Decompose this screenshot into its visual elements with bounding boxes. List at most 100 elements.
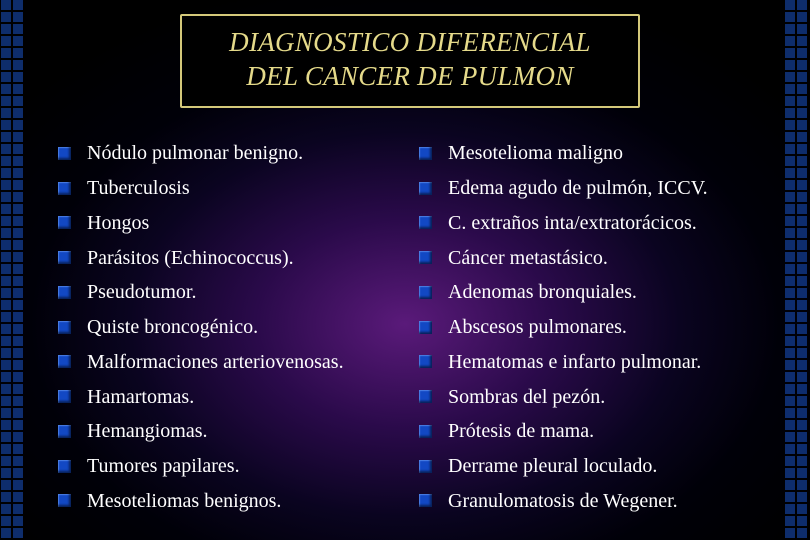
square-bullet-icon [419, 355, 432, 368]
edge-square [1, 24, 11, 34]
edge-square [13, 84, 23, 94]
edge-row [785, 252, 809, 262]
edge-row [1, 252, 25, 262]
edge-row [785, 120, 809, 130]
edge-square [797, 444, 807, 454]
edge-square [1, 60, 11, 70]
edge-row [785, 528, 809, 538]
square-bullet-icon [419, 494, 432, 507]
edge-square [1, 396, 11, 406]
edge-row [785, 324, 809, 334]
edge-square [13, 372, 23, 382]
edge-square [13, 312, 23, 322]
list-item: Pseudotumor. [58, 275, 407, 310]
edge-row [1, 216, 25, 226]
edge-square [1, 0, 11, 10]
list-item-label: Nódulo pulmonar benigno. [87, 143, 303, 163]
list-item: Hongos [58, 206, 407, 241]
edge-square [13, 48, 23, 58]
edge-square [797, 0, 807, 10]
list-item-label: Parásitos (Echinococcus). [87, 248, 294, 268]
edge-row [785, 372, 809, 382]
edge-square [13, 528, 23, 538]
edge-square [797, 228, 807, 238]
square-bullet-icon [419, 251, 432, 264]
edge-square [785, 276, 795, 286]
edge-row [785, 228, 809, 238]
edge-row [1, 12, 25, 22]
edge-row [1, 444, 25, 454]
edge-square [13, 336, 23, 346]
edge-square [1, 132, 11, 142]
edge-square [13, 360, 23, 370]
list-item-label: Mesoteliomas benignos. [87, 491, 281, 511]
edge-square [785, 360, 795, 370]
edge-square [785, 216, 795, 226]
edge-square [1, 288, 11, 298]
square-bullet-icon [419, 321, 432, 334]
list-item: Mesotelioma maligno [419, 136, 768, 171]
list-item: Prótesis de mama. [419, 414, 768, 449]
edge-square [785, 312, 795, 322]
edge-row [1, 324, 25, 334]
edge-square [1, 432, 11, 442]
edge-row [1, 180, 25, 190]
edge-square [1, 348, 11, 358]
edge-square [785, 336, 795, 346]
edge-square [13, 384, 23, 394]
edge-square [1, 228, 11, 238]
edge-square [1, 204, 11, 214]
edge-square [797, 360, 807, 370]
edge-square [1, 84, 11, 94]
edge-row [785, 432, 809, 442]
edge-row [1, 204, 25, 214]
edge-square [797, 84, 807, 94]
edge-square [785, 516, 795, 526]
list-item: Edema agudo de pulmón, ICCV. [419, 171, 768, 206]
edge-row [785, 180, 809, 190]
edge-square [13, 144, 23, 154]
edge-row [1, 516, 25, 526]
edge-square [1, 444, 11, 454]
edge-square [785, 72, 795, 82]
edge-row [785, 168, 809, 178]
edge-square [1, 276, 11, 286]
edge-square [13, 420, 23, 430]
edge-row [1, 264, 25, 274]
square-bullet-icon [419, 460, 432, 473]
edge-row [1, 432, 25, 442]
edge-row [1, 480, 25, 490]
list-item: Quiste broncogénico. [58, 310, 407, 345]
edge-square [797, 36, 807, 46]
list-item-label: Hemangiomas. [87, 421, 208, 441]
edge-square [13, 24, 23, 34]
square-bullet-icon [58, 147, 71, 160]
edge-square [785, 480, 795, 490]
edge-square [13, 432, 23, 442]
edge-square [797, 408, 807, 418]
edge-square [785, 288, 795, 298]
edge-row [1, 36, 25, 46]
edge-square [1, 156, 11, 166]
edge-row [785, 360, 809, 370]
list-item-label: Prótesis de mama. [448, 421, 594, 441]
edge-square [1, 72, 11, 82]
edge-square [13, 504, 23, 514]
edge-square [13, 396, 23, 406]
list-item: Parásitos (Echinococcus). [58, 240, 407, 275]
edge-square [1, 216, 11, 226]
edge-square [1, 504, 11, 514]
edge-square [13, 408, 23, 418]
square-bullet-icon [419, 425, 432, 438]
edge-square [785, 192, 795, 202]
edge-square [785, 324, 795, 334]
edge-row [1, 312, 25, 322]
edge-row [785, 408, 809, 418]
square-bullet-icon [58, 321, 71, 334]
list-item: Hematomas e infarto pulmonar. [419, 345, 768, 380]
edge-square [1, 144, 11, 154]
edge-row [1, 504, 25, 514]
edge-row [785, 396, 809, 406]
list-item: Malformaciones arteriovenosas. [58, 345, 407, 380]
list-item-label: Granulomatosis de Wegener. [448, 491, 678, 511]
